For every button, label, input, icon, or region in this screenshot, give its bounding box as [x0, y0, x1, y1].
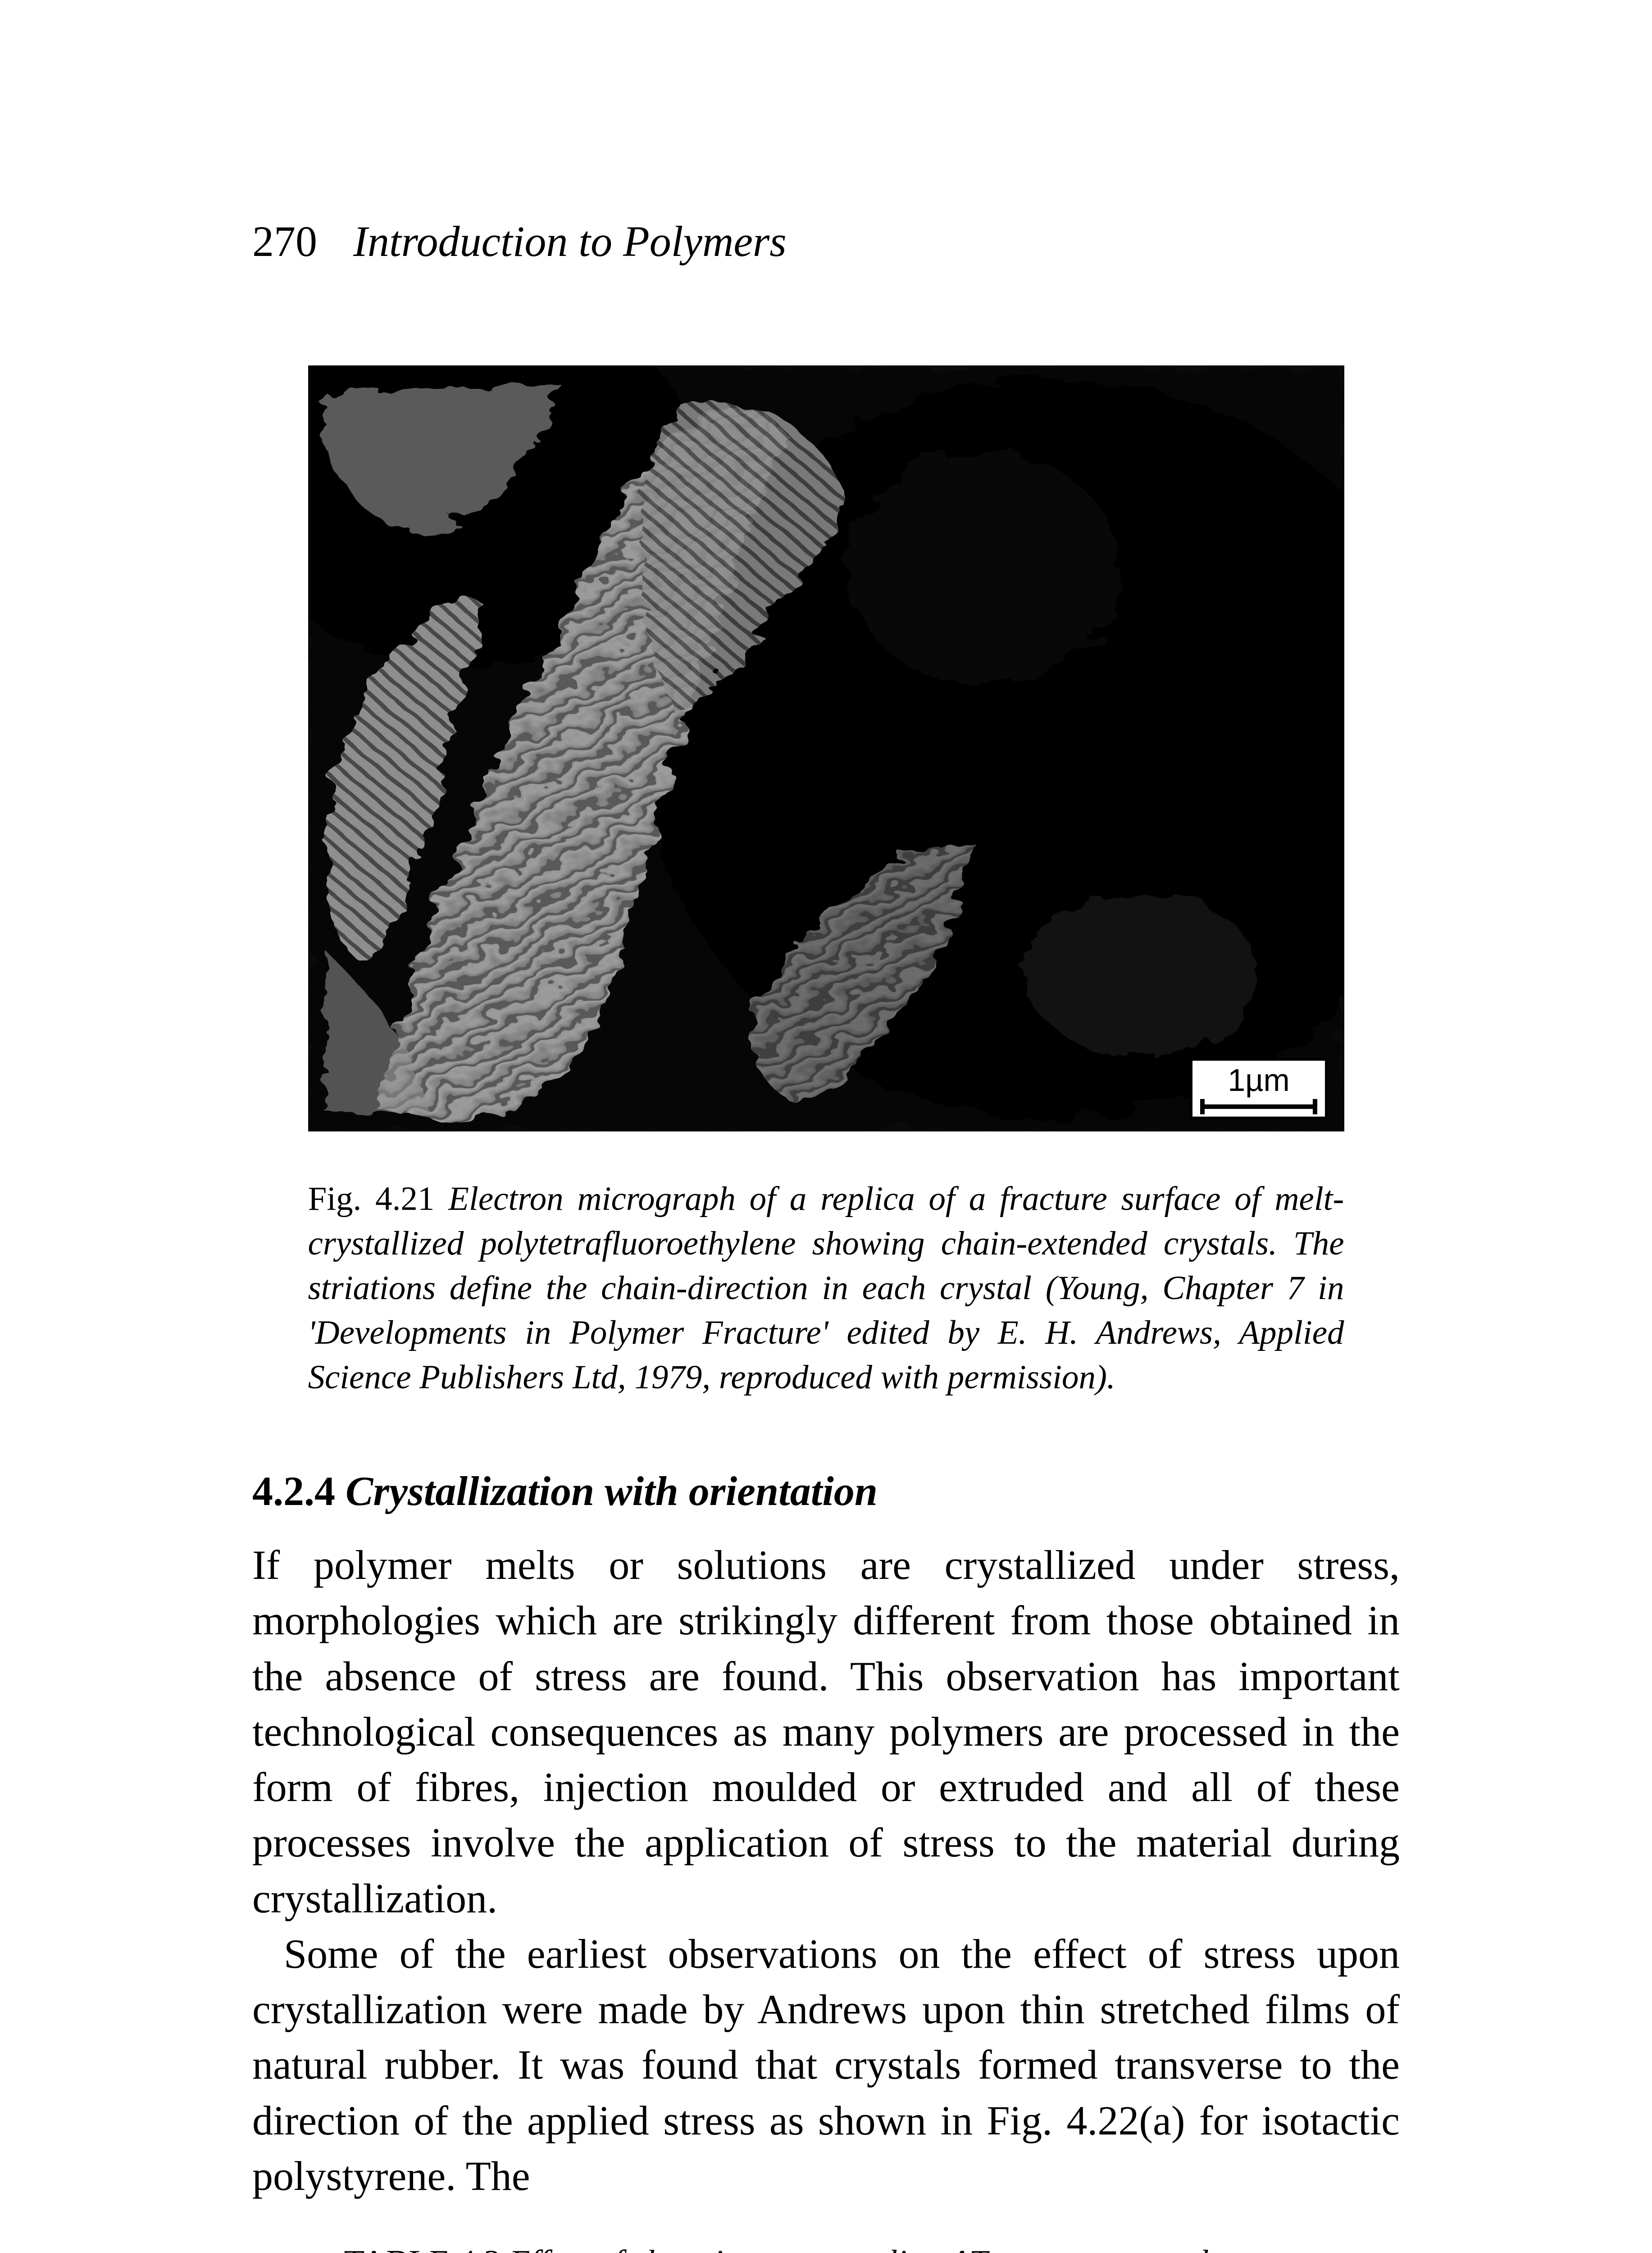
figure-caption-text: Electron micrograph of a replica of a fr…	[308, 1180, 1344, 1396]
figure-caption: Fig. 4.21 Electron micrograph of a repli…	[308, 1177, 1344, 1400]
section-number: 4.2.4	[252, 1468, 335, 1514]
running-head: 270 Introduction to Polymers	[252, 216, 1400, 266]
electron-micrograph-image: 1µm	[308, 365, 1344, 1131]
body-paragraph-2: Some of the earliest observations on the…	[252, 1926, 1400, 2204]
table-label: TABLE 4.2	[344, 2244, 501, 2253]
page-number: 270	[252, 216, 317, 266]
table-caption: TABLE 4.2 Effect of changing supercoolin…	[344, 2240, 1308, 2253]
section-heading: 4.2.4 Crystallization with orientation	[252, 1467, 1400, 1515]
scale-bar-label: 1µm	[1228, 1063, 1290, 1098]
scale-bar: 1µm	[1191, 1059, 1326, 1118]
page: 270 Introduction to Polymers	[0, 0, 1652, 2253]
table-4-2: TABLE 4.2 Effect of changing supercoolin…	[344, 2240, 1308, 2253]
body-paragraph-1: If polymer melts or solutions are crysta…	[252, 1537, 1400, 1926]
figure-label: Fig. 4.21	[308, 1180, 435, 1218]
figure-4-21: 1µm Fig. 4.21 Electron micrograph of a r…	[308, 365, 1344, 1400]
section-title: Crystallization with orientation	[346, 1468, 878, 1514]
book-title: Introduction to Polymers	[353, 216, 787, 266]
